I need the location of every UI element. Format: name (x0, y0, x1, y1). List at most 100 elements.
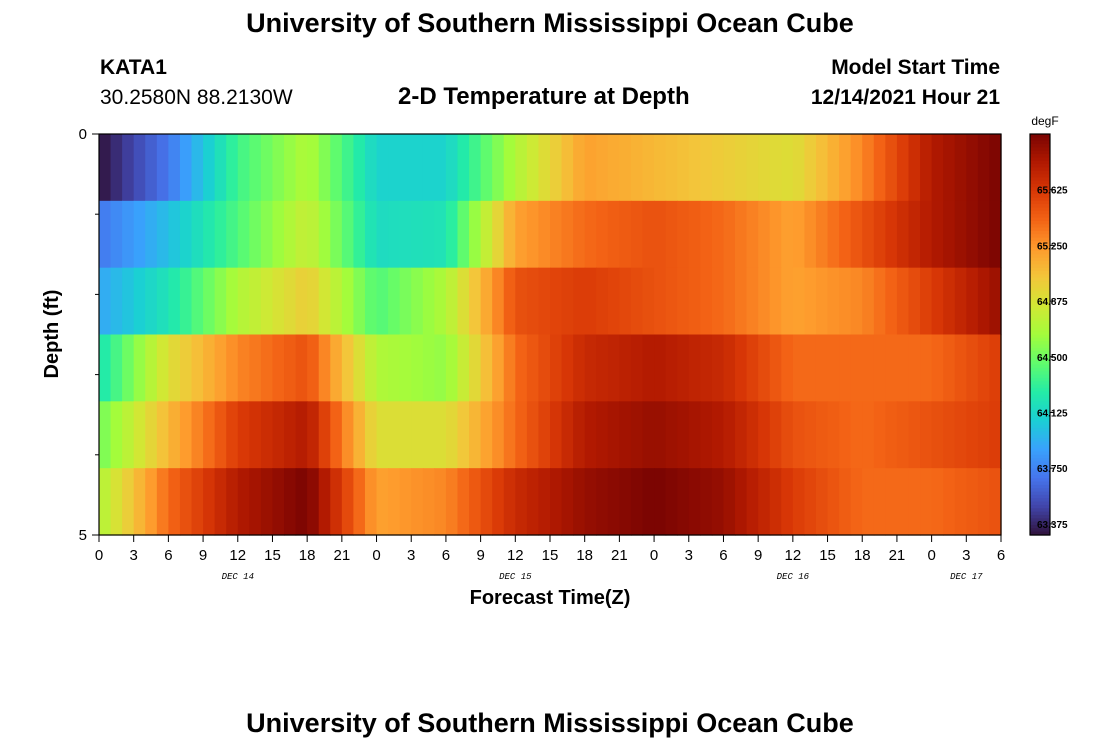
heatmap-cell (538, 200, 551, 269)
heatmap-cell (272, 200, 285, 269)
heatmap-cell (758, 334, 771, 402)
heatmap-cell (781, 468, 794, 536)
heatmap-cell (260, 267, 274, 336)
heatmap-cell (445, 267, 459, 336)
colorbar-segment (1030, 321, 1050, 326)
colorbar-segment (1030, 404, 1050, 409)
heatmap-cell (191, 401, 204, 469)
heatmap-cell (966, 334, 979, 402)
heatmap-cell (295, 468, 308, 536)
heatmap-cell (758, 134, 771, 202)
heatmap-cell (665, 200, 678, 269)
heatmap-cell (122, 267, 135, 336)
heatmap-cell (388, 401, 401, 469)
colorbar-segment (1030, 411, 1050, 416)
heatmap-cell (341, 200, 355, 269)
heatmap-cell (538, 334, 551, 402)
heatmap-cell (885, 267, 898, 336)
colorbar-segment (1030, 474, 1050, 479)
heatmap-cell (445, 401, 459, 469)
heatmap-cell (850, 200, 863, 269)
colorbar-segment (1030, 144, 1050, 148)
heatmap-cell (584, 200, 597, 269)
heatmap-cell (503, 267, 516, 336)
colorbar-segment (1030, 431, 1050, 436)
colorbar-segment (1030, 481, 1050, 486)
heatmap-cell (214, 334, 227, 402)
heatmap-cell (295, 200, 308, 269)
heatmap-cell (99, 401, 112, 469)
heatmap-cell (688, 401, 701, 469)
heatmap-cell (873, 267, 886, 336)
heatmap-cell (434, 267, 447, 336)
heatmap-cell (654, 468, 667, 536)
heatmap-cell (249, 468, 262, 536)
heatmap-cell (364, 200, 378, 269)
heatmap-cell (445, 200, 459, 269)
heatmap-cell (110, 401, 123, 469)
heatmap-cell (885, 401, 898, 469)
model-start-value: 12/14/2021 Hour 21 (810, 86, 1000, 109)
heatmap-cell (515, 200, 528, 269)
heatmap-cell (573, 267, 586, 336)
heatmap-cell (330, 200, 343, 269)
heatmap-cell (179, 468, 193, 536)
heatmap-cell (711, 267, 725, 336)
date-label: DEC 17 (950, 572, 983, 582)
heatmap-cell (353, 468, 366, 536)
heatmap-cell (156, 134, 169, 202)
heatmap-cell (469, 401, 482, 469)
colorbar-segment (1030, 281, 1050, 285)
date-label: DEC 14 (222, 572, 254, 582)
heatmap-cell (677, 334, 690, 402)
heatmap-cell (295, 134, 308, 202)
heatmap-cell (758, 401, 771, 469)
heatmap-cell (839, 468, 852, 536)
heatmap-cell (630, 401, 644, 469)
heatmap-cell (711, 134, 725, 202)
heatmap-cell (249, 134, 262, 202)
heatmap-cell (642, 468, 655, 536)
heatmap-cell (920, 267, 933, 336)
heatmap-cell (168, 401, 181, 469)
heatmap-cell (943, 468, 956, 536)
station-coordinates: 30.2580N 88.2130W (100, 86, 293, 109)
heatmap-cell (954, 267, 967, 336)
heatmap-cell (99, 334, 112, 402)
heatmap-cell (654, 401, 667, 469)
x-tick-label: 15 (264, 547, 281, 564)
colorbar-segment (1030, 331, 1050, 336)
heatmap-cell (99, 200, 112, 269)
colorbar-tick-label: 65.250 (1037, 241, 1068, 252)
heatmap-cell (607, 267, 620, 336)
heatmap-cell (492, 401, 505, 469)
heatmap-cell (561, 200, 574, 269)
colorbar-segment (1030, 177, 1050, 182)
heatmap-cell (237, 134, 250, 202)
heatmap-cell (827, 334, 840, 402)
heatmap-cell (457, 401, 470, 469)
colorbar-segment (1030, 164, 1050, 169)
x-tick-label: 3 (962, 547, 970, 564)
colorbar-segment (1030, 174, 1050, 179)
heatmap-cell (110, 468, 123, 536)
colorbar-segment (1030, 511, 1050, 516)
heatmap-cell (237, 334, 250, 402)
colorbar-segment (1030, 357, 1050, 362)
colorbar-segment (1030, 207, 1050, 212)
colorbar-segment (1030, 167, 1050, 172)
heatmap-cell (920, 200, 933, 269)
heatmap-cell (619, 334, 632, 402)
x-tick-label: 12 (785, 547, 802, 564)
x-axis: 0 3 6 9 12 15 18 21 0 3 6 9 12 15 18 21 0 3 6 9 12 15 18 21 0 3 6 D… (95, 535, 1005, 582)
heatmap-cell (445, 334, 459, 402)
x-tick-label: 15 (542, 547, 559, 564)
heatmap-cell (954, 468, 967, 536)
heatmap-cell (550, 468, 563, 536)
heatmap-cell (318, 267, 331, 336)
y-tick-label: 0 (79, 126, 87, 143)
heatmap-cell (700, 401, 713, 469)
heatmap-cell (260, 468, 274, 536)
heatmap-cell (804, 401, 817, 469)
heatmap-cell (538, 134, 551, 202)
